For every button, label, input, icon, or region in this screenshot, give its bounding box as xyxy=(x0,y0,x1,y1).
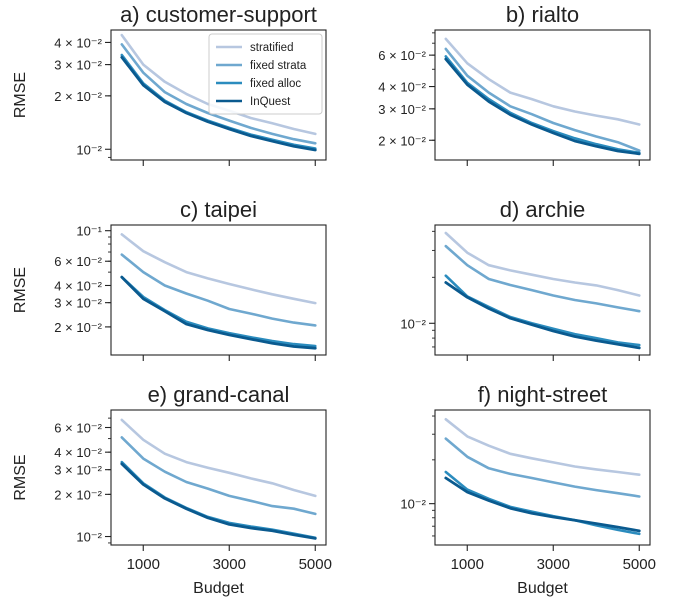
series-line-fixed-strata xyxy=(120,43,317,145)
panel-title: a) customer-support xyxy=(120,2,317,27)
y-tick-label: 2 × 10⁻² xyxy=(54,320,102,335)
series-line-fixed-strata xyxy=(120,436,317,516)
series-line-fixed-strata xyxy=(444,47,641,152)
y-axis-label: RMSE xyxy=(12,72,29,118)
legend-label: InQuest xyxy=(250,96,291,108)
y-tick-label: 3 × 10⁻² xyxy=(54,58,102,73)
y-axis-label: RMSE xyxy=(12,267,29,313)
y-tick-label: 3 × 10⁻² xyxy=(54,463,102,478)
series-line-inquest xyxy=(444,476,641,533)
legend-label: stratified xyxy=(250,42,293,54)
panel-4: d) archie 10⁻² xyxy=(400,197,651,361)
x-tick-label: 5000 xyxy=(299,556,332,573)
series-line-inquest xyxy=(120,55,317,152)
x-tick-label: 1000 xyxy=(451,556,484,573)
x-axis-label: Budget xyxy=(193,580,244,597)
x-tick-label: 5000 xyxy=(623,556,656,573)
x-tick-label: 3000 xyxy=(537,556,570,573)
panel-2: b) rialto 6 × 10⁻² 4 × 10⁻² 3 × 10⁻² 2 × 10⁻… xyxy=(378,2,651,166)
axes-frame xyxy=(434,224,651,356)
y-tick-label: 2 × 10⁻² xyxy=(54,487,102,502)
y-tick-label: 4 × 10⁻² xyxy=(54,35,102,50)
y-tick-label: 4 × 10⁻² xyxy=(54,445,102,460)
axes-frame xyxy=(434,29,651,161)
series-line-fixed-alloc xyxy=(444,274,641,347)
series-line-fixed-strata xyxy=(120,253,317,327)
axes-frame xyxy=(110,409,327,546)
panel-title: d) archie xyxy=(500,197,586,222)
x-axis-label: Budget xyxy=(517,580,568,597)
y-tick-label: 10⁻¹ xyxy=(76,224,102,239)
series-line-fixed-alloc xyxy=(444,55,641,155)
series-line-stratified xyxy=(120,233,317,305)
series-line-stratified xyxy=(444,231,641,297)
y-tick-label: 3 × 10⁻² xyxy=(378,102,426,117)
panel-title: e) grand-canal xyxy=(148,382,290,407)
series-line-stratified xyxy=(444,417,641,477)
panel-title: b) rialto xyxy=(506,2,579,27)
panel-6: f) night-street 10⁻² 1000 3000 5000 Budget xyxy=(400,382,656,597)
series-line-inquest xyxy=(444,57,641,156)
y-axis-label: RMSE xyxy=(12,454,29,500)
series-line-stratified xyxy=(120,418,317,498)
y-tick-label: 2 × 10⁻² xyxy=(378,133,426,148)
y-tick-label: 10⁻² xyxy=(400,497,426,512)
series-line-fixed-strata xyxy=(444,437,641,498)
series-line-inquest xyxy=(120,275,317,350)
legend-label: fixed alloc xyxy=(250,78,301,90)
y-tick-label: 4 × 10⁻² xyxy=(54,278,102,293)
y-tick-label: 2 × 10⁻² xyxy=(54,89,102,104)
y-tick-label: 3 × 10⁻² xyxy=(54,296,102,311)
legend-label: fixed strata xyxy=(250,60,307,72)
axes-frame xyxy=(110,224,327,356)
series-line-fixed-alloc xyxy=(120,275,317,348)
series-line-fixed-alloc xyxy=(120,460,317,540)
y-tick-label: 10⁻² xyxy=(76,530,102,545)
x-tick-label: 1000 xyxy=(127,556,160,573)
x-tick-label: 3000 xyxy=(213,556,246,573)
panel-1: a) customer-support 4 × 10⁻² 3 × 10⁻² 2 × 1… xyxy=(12,2,327,166)
series-line-inquest xyxy=(120,462,317,540)
panel-3: c) taipei 10⁻¹ 6 × 10⁻² 4 × 10⁻² 3 × 10⁻² 2 ×… xyxy=(12,197,327,361)
panel-title: f) night-street xyxy=(478,382,608,407)
series-line-inquest xyxy=(444,281,641,350)
y-tick-label: 6 × 10⁻² xyxy=(54,254,102,269)
panel-5: e) grand-canal 6 × 10⁻² 4 × 10⁻² 3 × 10⁻² 2 … xyxy=(12,382,332,597)
axes-frame xyxy=(434,409,651,546)
series-line-fixed-strata xyxy=(444,244,641,313)
axes-frame xyxy=(110,29,327,161)
y-tick-label: 6 × 10⁻² xyxy=(54,421,102,436)
y-tick-label: 10⁻² xyxy=(76,142,102,157)
legend-box xyxy=(208,33,323,115)
y-tick-label: 4 × 10⁻² xyxy=(378,80,426,95)
series-line-stratified xyxy=(444,37,641,126)
y-tick-label: 10⁻² xyxy=(400,316,426,331)
panel-title: c) taipei xyxy=(180,197,257,222)
y-tick-label: 6 × 10⁻² xyxy=(378,48,426,63)
